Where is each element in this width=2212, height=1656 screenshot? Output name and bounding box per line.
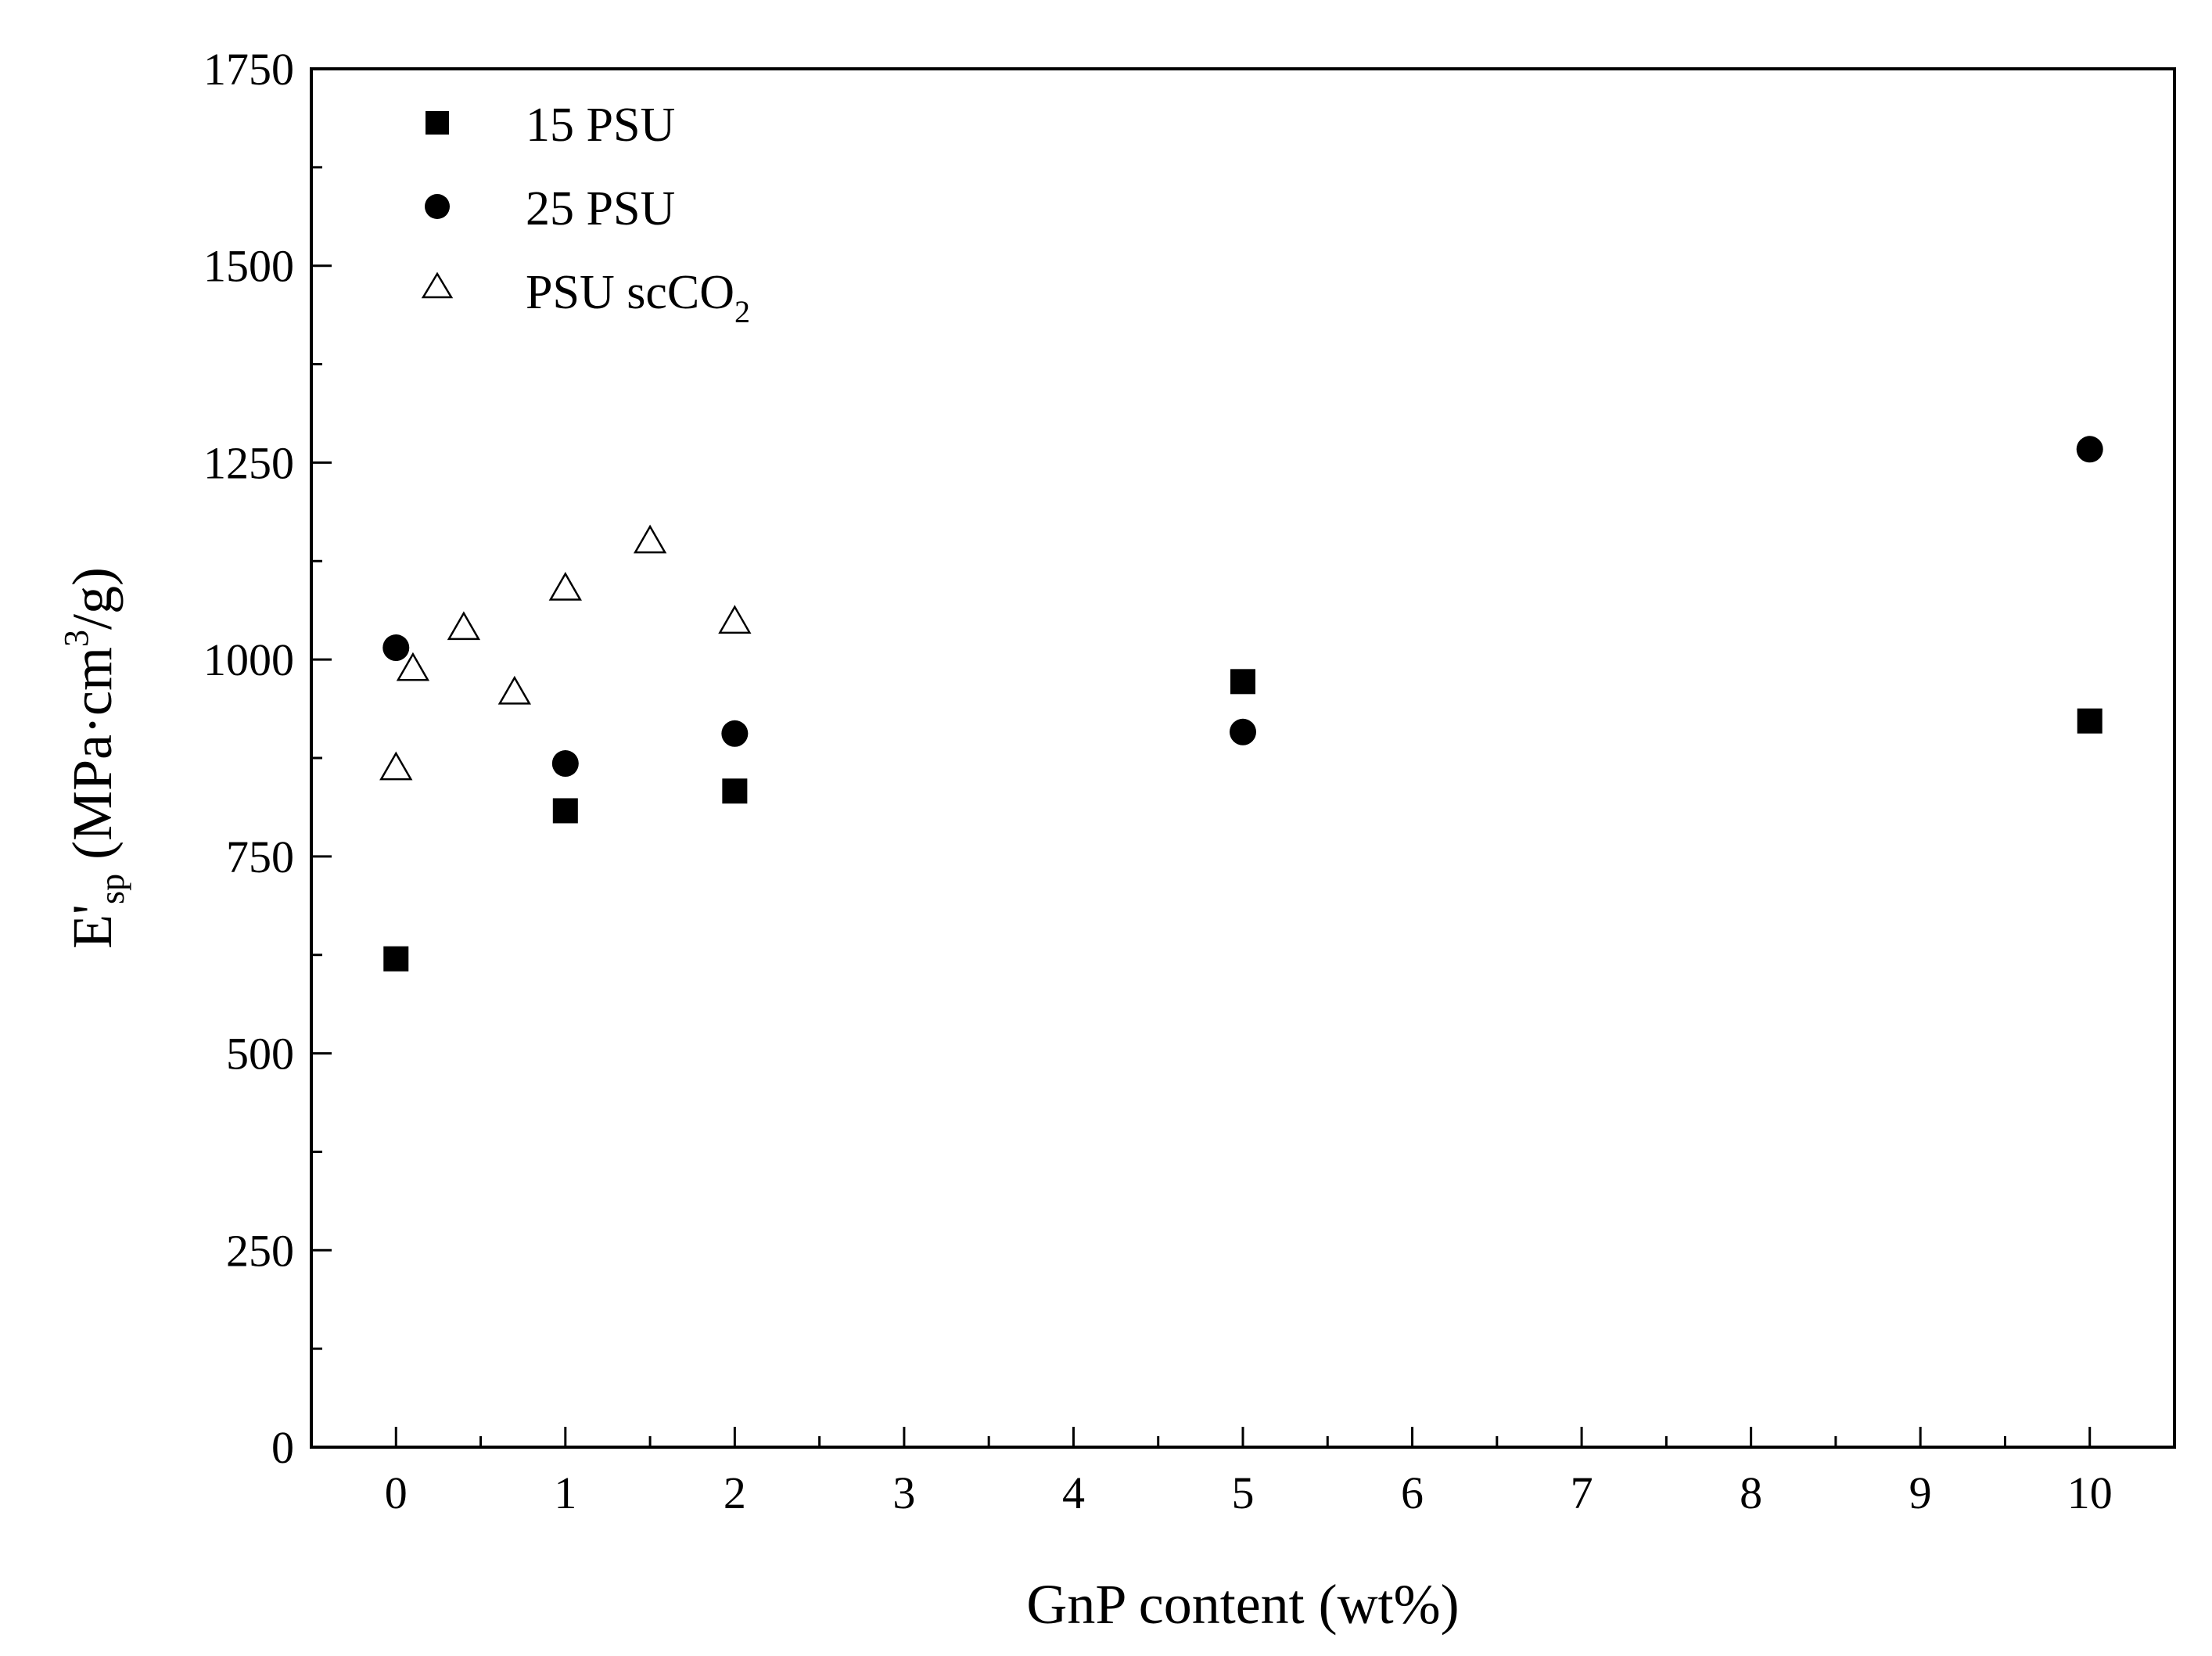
x-tick-label: 4	[1062, 1467, 1085, 1518]
y-tick-label: 0	[271, 1422, 294, 1473]
point-psu-scco2	[633, 524, 667, 554]
y-tick-label: 1000	[203, 634, 294, 685]
legend: 15 PSU 25 PSU PSU scCO2	[421, 99, 750, 329]
x-tick-label: 2	[724, 1467, 746, 1518]
point-psu-scco2	[497, 675, 532, 705]
legend-marker-psu-scco2	[421, 271, 454, 299]
point-25-psu	[2076, 436, 2103, 463]
point-15-psu	[383, 946, 409, 972]
x-axis-ticks: 0 1 2 3 4 5 6 7 8 9 10	[385, 1427, 2113, 1518]
y-tick-label: 1750	[203, 44, 294, 95]
x-tick-label: 9	[1909, 1467, 1932, 1518]
data-marks	[379, 436, 2103, 972]
point-15-psu	[722, 778, 748, 804]
point-psu-scco2	[396, 652, 430, 681]
legend-label-15-psu: 15 PSU	[526, 99, 675, 152]
x-tick-label: 8	[1740, 1467, 1762, 1518]
point-psu-scco2	[718, 605, 752, 634]
y-tick-label: 250	[226, 1225, 294, 1276]
point-15-psu	[552, 798, 578, 824]
x-tick-label: 3	[892, 1467, 915, 1518]
y-tick-label: 750	[226, 832, 294, 882]
x-tick-label: 0	[385, 1467, 408, 1518]
x-tick-label: 6	[1401, 1467, 1424, 1518]
point-25-psu	[1230, 718, 1256, 745]
x-tick-label: 10	[2067, 1467, 2113, 1518]
point-psu-scco2	[548, 572, 582, 601]
point-25-psu	[551, 750, 579, 778]
y-axis-ticks: 0 250 500 750 1000 1250 1500 1750	[203, 44, 332, 1473]
point-psu-scco2	[379, 751, 413, 781]
point-15-psu	[1230, 669, 1255, 695]
y-tick-label: 1500	[203, 241, 294, 292]
y-tick-label: 500	[226, 1029, 294, 1079]
point-psu-scco2	[447, 611, 481, 641]
x-tick-label: 1	[554, 1467, 576, 1518]
legend-label-psu-scco2: PSU scCO2	[526, 266, 750, 329]
y-axis-label: E'sp (MPa·cm3/g)	[57, 567, 131, 949]
x-axis-label: GnP content (wt%)	[1026, 1573, 1459, 1636]
point-25-psu	[721, 720, 749, 747]
legend-label-25-psu: 25 PSU	[526, 182, 675, 235]
point-15-psu	[2077, 708, 2102, 734]
x-tick-label: 7	[1571, 1467, 1593, 1518]
legend-marker-25-psu	[425, 194, 450, 219]
legend-marker-15-psu	[426, 111, 449, 135]
x-tick-label: 5	[1232, 1467, 1255, 1518]
y-tick-label: 1250	[203, 437, 294, 488]
point-25-psu	[382, 634, 410, 662]
